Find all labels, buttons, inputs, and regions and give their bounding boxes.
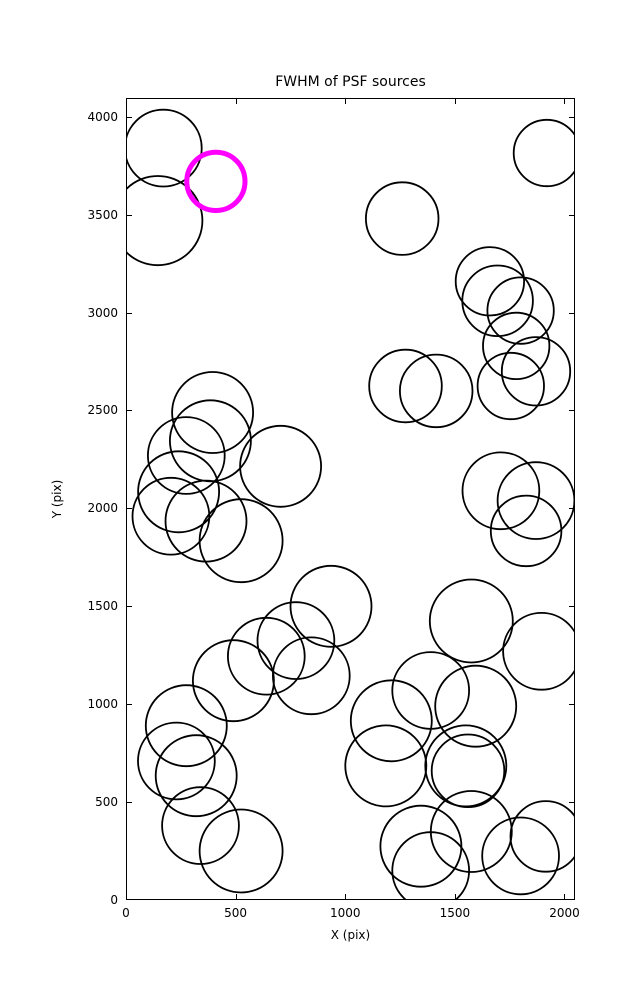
x-tick-label: 1500 xyxy=(439,906,471,920)
psf-source-circle xyxy=(198,498,284,584)
psf-source-circle xyxy=(365,181,440,256)
psf-source-circle xyxy=(434,664,518,748)
psf-source-circle xyxy=(512,118,575,188)
psf-source-circle xyxy=(227,616,306,696)
axes-frame xyxy=(126,98,575,900)
x-tick-label: 0 xyxy=(122,906,130,920)
psf-source-circle xyxy=(144,684,228,768)
plot-area xyxy=(126,98,575,900)
psf-sources-layer xyxy=(126,108,575,900)
psf-source-circle xyxy=(198,808,284,894)
psf-source-circle xyxy=(429,790,513,873)
psf-source-circle xyxy=(126,108,203,188)
psf-source-circle xyxy=(454,246,525,317)
y-tick-label: 4000 xyxy=(87,109,118,124)
psf-source-circle xyxy=(239,424,323,508)
psf-source-circle xyxy=(349,679,433,763)
psf-source-circle xyxy=(131,476,211,556)
x-tick-label: 2000 xyxy=(549,906,580,920)
y-tick-label: 0 xyxy=(110,893,118,907)
y-axis-label: Y (pix) xyxy=(50,479,64,519)
y-tick-label: 1000 xyxy=(87,697,118,712)
psf-source-circle xyxy=(137,721,216,801)
x-axis-label: X (pix) xyxy=(330,928,371,942)
psf-source-circle xyxy=(126,175,204,267)
psf-source-circle xyxy=(424,724,508,808)
x-tick-label: 1000 xyxy=(329,906,361,920)
psf-source-circle xyxy=(509,800,575,873)
psf-source-circle xyxy=(256,601,336,680)
psf-source-circle xyxy=(344,724,428,808)
y-tick-label: 3500 xyxy=(87,207,118,222)
psf-source-circle xyxy=(169,399,252,483)
psf-source-circle xyxy=(271,636,351,716)
psf-source-circle xyxy=(486,276,555,345)
highlighted-psf-circle xyxy=(184,149,248,214)
psf-source-circle xyxy=(146,416,226,495)
psf-source-circle xyxy=(161,786,240,865)
psf-source-circle xyxy=(489,494,563,568)
psf-source-circle xyxy=(391,651,471,730)
y-tick-label: 2500 xyxy=(87,403,118,418)
psf-source-circle xyxy=(482,311,551,380)
x-tick-label: 500 xyxy=(224,906,248,920)
psf-source-circle xyxy=(391,831,470,900)
psf-source-circle xyxy=(430,733,506,808)
psf-source-circle xyxy=(500,336,572,407)
psf-source-circle xyxy=(192,639,275,723)
psf-source-circle xyxy=(154,734,238,818)
y-tick-label: 500 xyxy=(95,795,118,810)
psf-source-circle xyxy=(461,451,541,531)
psf-source-circle xyxy=(476,351,545,421)
psf-source-circle xyxy=(171,371,254,454)
psf-source-circle xyxy=(289,564,373,648)
y-tick-label: 1500 xyxy=(87,599,118,614)
psf-source-circle xyxy=(137,450,220,534)
y-tick-label: 2000 xyxy=(87,501,118,516)
psf-source-circle xyxy=(428,578,514,664)
chart-title: FWHM of PSF sources xyxy=(275,74,426,90)
psf-source-circle xyxy=(399,353,474,429)
psf-source-circle xyxy=(368,348,443,424)
y-tick-label: 3000 xyxy=(87,305,118,320)
psf-source-circle xyxy=(502,612,575,691)
psf-source-circle xyxy=(461,264,534,337)
psf-source-circle xyxy=(481,816,560,896)
